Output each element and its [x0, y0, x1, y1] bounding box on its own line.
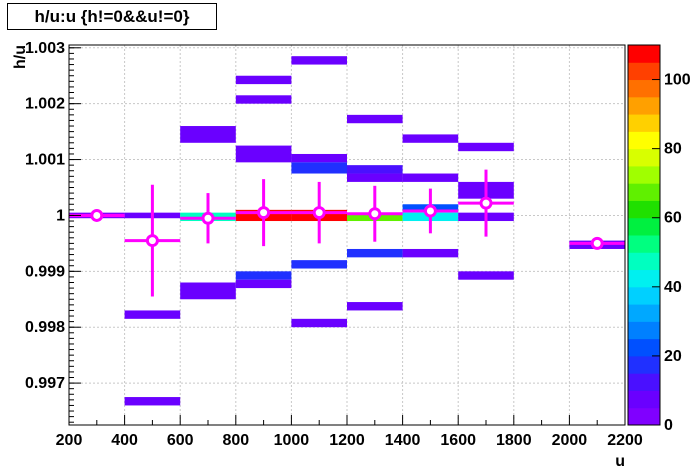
- x-tick-label: 400: [111, 432, 138, 449]
- profile-marker: [312, 206, 326, 220]
- colorbar-swatch: [628, 269, 660, 288]
- colorbar-swatch: [628, 338, 660, 357]
- colorbar-swatch: [628, 373, 660, 391]
- y-tick-label: 1.003: [25, 40, 65, 57]
- profile-marker: [590, 236, 604, 250]
- colorbar-swatch: [628, 407, 660, 426]
- heatmap-cell: [235, 271, 292, 280]
- profile-marker: [201, 211, 215, 225]
- colorbar-swatch: [628, 165, 660, 184]
- heatmap-cell: [235, 145, 292, 163]
- colorbar-swatch: [628, 252, 660, 271]
- heatmap-cell: [458, 271, 514, 280]
- x-tick-label: 1000: [274, 432, 310, 449]
- heatmap-cell: [347, 248, 403, 258]
- y-tick-label: 0.999: [25, 263, 65, 280]
- y-tick-label: 1: [56, 207, 65, 224]
- heatmap-cell: [124, 397, 181, 406]
- colorbar-swatch: [628, 131, 660, 150]
- profile-marker: [90, 208, 104, 222]
- colorbar-swatch: [628, 321, 660, 340]
- heatmap-cell: [291, 318, 347, 328]
- colorbar-tick-label: 20: [664, 348, 682, 365]
- colorbar-swatch: [628, 217, 660, 236]
- profile-marker: [368, 207, 382, 221]
- x-tick-label: 1400: [385, 432, 421, 449]
- profile-point: [235, 179, 292, 247]
- colorbar-tick-label: 40: [664, 279, 682, 296]
- profile-point: [291, 181, 347, 244]
- x-axis-label: u: [615, 453, 625, 470]
- colorbar-swatch: [628, 304, 660, 322]
- colorbar-tick-label: 100: [664, 72, 691, 89]
- colorbar-swatch: [628, 62, 660, 81]
- y-axis-label: h/u: [12, 45, 29, 69]
- heatmap-cell: [347, 114, 403, 124]
- profile-marker: [479, 196, 493, 210]
- profile-point: [124, 184, 181, 297]
- profile-point: [569, 236, 625, 250]
- profile-point: [458, 169, 514, 237]
- heatmap-cell: [291, 260, 347, 269]
- x-tick-label: 2000: [552, 432, 588, 449]
- profile-points: [69, 169, 625, 297]
- heatmap-cell: [402, 173, 459, 182]
- colorbar-swatch: [628, 79, 660, 98]
- profile-point: [402, 188, 459, 234]
- profile-marker: [145, 234, 159, 248]
- heatmap-cell: [402, 248, 459, 258]
- x-tick-label: 200: [56, 432, 83, 449]
- colorbar-swatch: [628, 114, 660, 132]
- heatmap-cell: [124, 310, 181, 319]
- colorbar-swatch: [628, 183, 660, 201]
- axes: 200 400 600 800 1000 1200 1400 1600 1800 2000 2200…: [25, 40, 643, 449]
- chart-title: h/u:u {h!=0&&u!=0}: [7, 3, 217, 30]
- x-tick-label: 800: [222, 432, 249, 449]
- profile-point: [180, 193, 236, 244]
- x-tick-label: 600: [167, 432, 194, 449]
- colorbar-tick-label: 0: [664, 417, 673, 434]
- profile-point: [347, 185, 403, 242]
- colorbar-swatch: [628, 390, 660, 409]
- colorbar-swatch: [628, 148, 660, 167]
- colorbar-swatch: [628, 355, 660, 374]
- heatmap-cell: [291, 56, 347, 65]
- profile-marker: [257, 206, 271, 220]
- x-tick-label: 1600: [440, 432, 476, 449]
- heatmap-cell: [235, 279, 292, 289]
- heatmap-cell: [291, 162, 347, 174]
- colorbar-frame: [627, 44, 661, 426]
- heatmap-cell: [235, 95, 292, 104]
- heatmap-cell: [347, 173, 403, 182]
- x-tick-label: 2200: [607, 432, 643, 449]
- colorbar: 0 20 40 60 80 100: [627, 44, 691, 434]
- x-tick-label: 1800: [496, 432, 532, 449]
- y-tick-label: 1.002: [25, 96, 65, 113]
- heatmap-cell: [180, 126, 236, 143]
- colorbar-tick-label: 60: [664, 210, 682, 227]
- x-tick-label: 1200: [329, 432, 365, 449]
- heatmap-cell: [347, 165, 403, 174]
- heatmap-cell: [180, 282, 236, 300]
- heatmap-cell: [291, 153, 347, 163]
- colorbar-swatch: [628, 235, 660, 253]
- y-tick-label: 1.001: [25, 152, 65, 169]
- y-tick-label: 0.997: [25, 375, 65, 392]
- profile-marker: [423, 204, 437, 218]
- colorbar-tick-label: 80: [664, 141, 682, 158]
- colorbar-swatch: [628, 286, 660, 305]
- heatmap-cell: [458, 142, 514, 152]
- heatmap-cell: [347, 302, 403, 311]
- colorbar-swatch: [628, 96, 660, 115]
- y-tick-label: 0.998: [25, 319, 65, 336]
- colorbar-swatch: [628, 45, 660, 63]
- colorbar-swatch: [628, 200, 660, 219]
- heatmap-cell: [235, 75, 292, 85]
- heatmap-cell: [402, 134, 459, 143]
